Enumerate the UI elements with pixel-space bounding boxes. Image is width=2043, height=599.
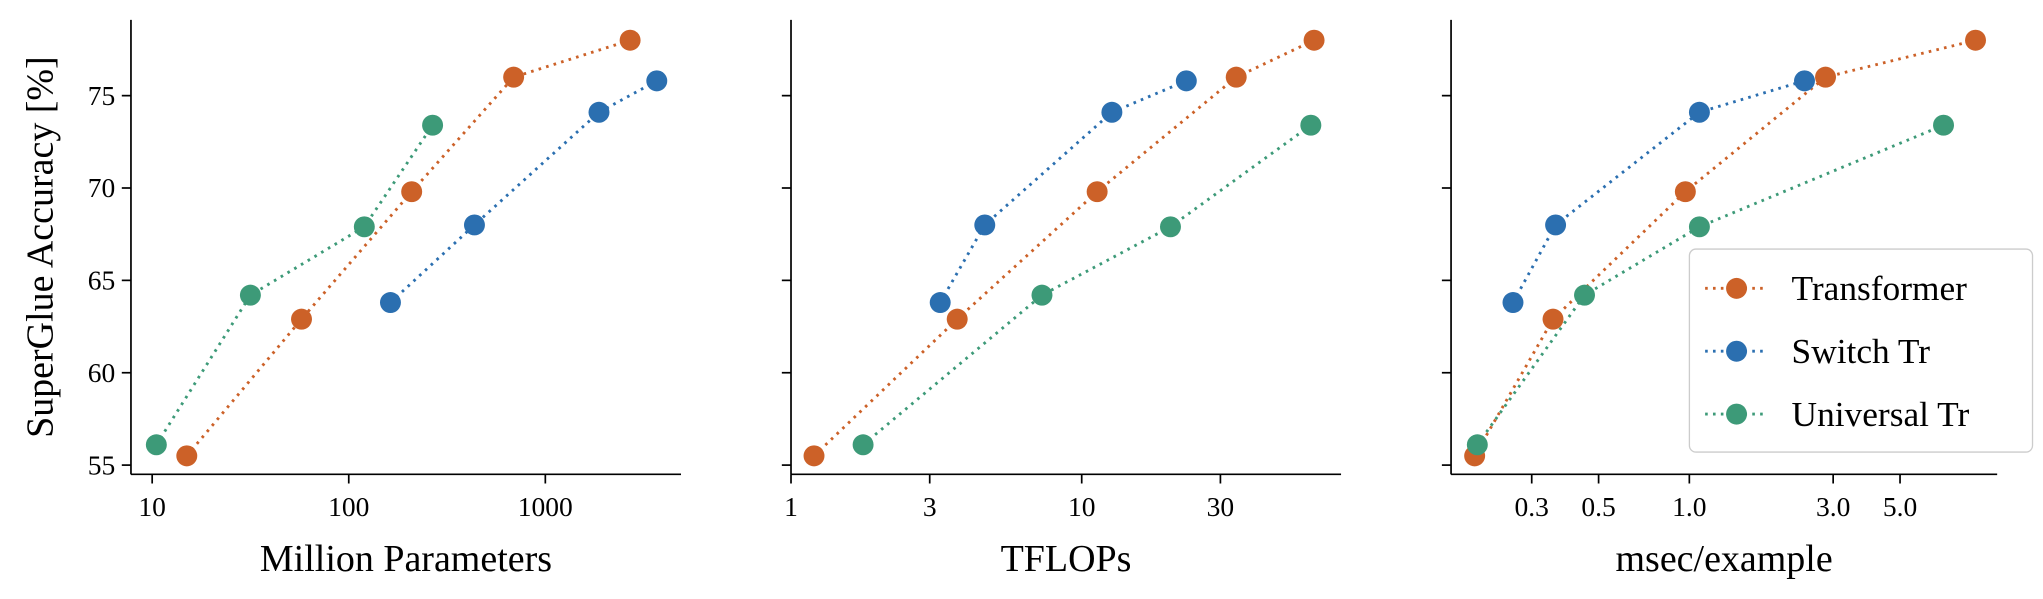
x-tick-label: 0.5 <box>1581 491 1615 522</box>
point <box>1674 181 1696 203</box>
point <box>379 292 401 314</box>
point <box>239 284 261 306</box>
series-line <box>862 124 1312 446</box>
point <box>1175 70 1197 92</box>
y-tick-label: 75 <box>88 80 116 111</box>
point <box>1466 434 1488 456</box>
point <box>422 114 444 136</box>
point <box>291 308 312 330</box>
x-tick-label: 1000 <box>518 491 573 522</box>
point <box>401 181 423 203</box>
series-line <box>389 79 658 304</box>
point <box>353 216 375 238</box>
point <box>974 214 996 236</box>
legend-marker <box>1726 403 1748 425</box>
x-tick-label: 0.3 <box>1515 491 1549 522</box>
x-tick-label: 3 <box>923 491 937 522</box>
x-tick-label: 1.0 <box>1672 491 1706 522</box>
x-tick-label: 3.0 <box>1816 491 1850 522</box>
point <box>1031 284 1053 306</box>
point <box>145 434 167 456</box>
legend-box <box>1688 248 2034 453</box>
legend-label: Transformer <box>1792 268 1968 308</box>
point <box>646 70 668 92</box>
series-line <box>1476 123 1945 446</box>
x-axis-label: Million Parameters <box>260 538 552 580</box>
point <box>1545 214 1567 236</box>
point <box>1542 308 1564 330</box>
point <box>1086 181 1108 203</box>
series-line <box>155 124 434 446</box>
point <box>176 445 198 467</box>
y-axis-label: SuperGlue Accuracy [%] <box>19 56 61 438</box>
x-tick-label: 10 <box>138 491 166 522</box>
x-tick-label: 1 <box>784 491 798 522</box>
point <box>1225 66 1247 88</box>
legend-label: Universal Tr <box>1792 394 1970 434</box>
point <box>1574 284 1595 306</box>
point <box>1815 66 1836 88</box>
x-tick-label: 5.0 <box>1883 491 1917 522</box>
point <box>619 29 641 51</box>
x-tick-label: 10 <box>1068 491 1096 522</box>
x-axis-label: TFLOPs <box>1001 538 1132 580</box>
point <box>929 292 951 314</box>
point <box>1965 29 1986 51</box>
point <box>1101 101 1123 123</box>
point <box>1794 70 1815 92</box>
point <box>503 66 525 88</box>
y-tick-label: 60 <box>88 357 116 388</box>
legend-marker <box>1726 340 1748 362</box>
point <box>803 445 825 467</box>
legend-label: Switch Tr <box>1792 331 1931 371</box>
point <box>852 434 874 456</box>
legend-marker <box>1726 277 1748 299</box>
x-tick-label: 100 <box>328 491 369 522</box>
point <box>1688 101 1710 123</box>
series-line <box>1473 38 1976 457</box>
point <box>588 101 610 123</box>
point <box>463 214 485 236</box>
y-tick-label: 55 <box>88 449 116 480</box>
series-line <box>813 38 1315 457</box>
y-tick-label: 65 <box>88 265 116 296</box>
point <box>1502 292 1524 314</box>
point <box>1303 29 1325 51</box>
point <box>1300 114 1322 136</box>
y-tick-label: 70 <box>88 172 116 203</box>
x-axis-label: msec/example <box>1616 538 1833 580</box>
x-tick-label: 30 <box>1207 491 1235 522</box>
series-line <box>938 79 1187 304</box>
point <box>1933 114 1954 136</box>
point <box>946 308 968 330</box>
point <box>1160 216 1181 238</box>
series-line <box>185 38 631 457</box>
point <box>1688 216 1710 238</box>
